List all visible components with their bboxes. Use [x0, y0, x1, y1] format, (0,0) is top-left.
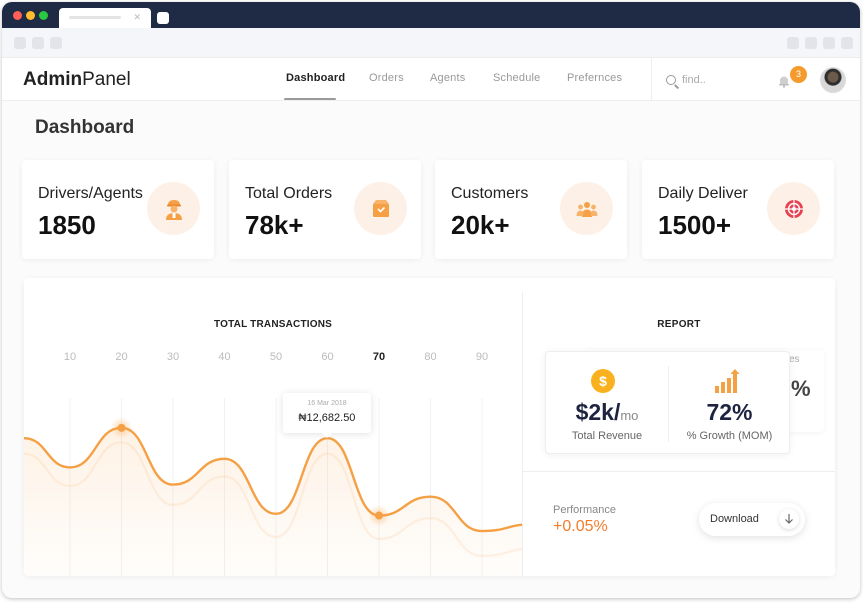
forward-button[interactable] [32, 37, 44, 49]
stat-value: 1500+ [658, 210, 732, 240]
stat-icon-wrap [147, 182, 200, 235]
brand-logo[interactable]: AdminPanel [23, 69, 131, 91]
driver-icon [166, 200, 182, 220]
page-title: Dashboard [35, 117, 135, 138]
stat-card-customers[interactable]: Customers 20k+ [435, 160, 627, 259]
browser-toolbar [2, 28, 860, 58]
report-card-divider [668, 366, 669, 442]
extension-button[interactable] [805, 37, 817, 49]
revenue-unit: mo [620, 408, 639, 423]
stat-card-deliveries[interactable]: Daily Deliver 1500+ [642, 160, 834, 259]
search-icon [666, 75, 676, 85]
header-divider [651, 58, 652, 101]
nav-schedule[interactable]: Schedule [493, 72, 541, 84]
brand-light: Panel [82, 69, 131, 90]
active-nav-indicator [284, 98, 336, 100]
x-tick-label: 10 [64, 351, 76, 363]
x-tick-label: 20 [115, 351, 127, 363]
performance-value: +0.05% [553, 518, 608, 535]
stat-value: 78k+ [245, 210, 304, 240]
stat-label: Drivers/Agents [38, 185, 143, 202]
nav-dashboard[interactable]: Dashboard [286, 72, 346, 84]
x-tick-label: 50 [270, 351, 282, 363]
stat-card-orders[interactable]: Total Orders 78k+ [229, 160, 421, 259]
hidden-report-value: % [791, 376, 811, 401]
download-label: Download [710, 513, 759, 525]
nav-orders[interactable]: Orders [369, 72, 404, 84]
tab-title-placeholder [69, 16, 121, 19]
revenue-label: Total Revenue [571, 430, 643, 442]
stat-icon-wrap [354, 182, 407, 235]
chart-title: TOTAL TRANSACTIONS [213, 319, 333, 330]
report-divider [523, 471, 835, 472]
box-icon [373, 200, 389, 217]
app-header: AdminPanel Dashboard Orders Agents Sched… [2, 58, 860, 101]
extension-button[interactable] [787, 37, 799, 49]
brand-bold: Admin [23, 69, 83, 90]
hidden-report-label: es [789, 354, 800, 365]
search-input[interactable] [682, 71, 762, 89]
analytics-panel: TOTAL TRANSACTIONS REPORT 10 20 30 40 50 60 70… [24, 278, 835, 576]
growth-value: 72% [706, 399, 753, 425]
stat-label: Daily Deliver [658, 185, 748, 202]
x-tick-label: 30 [167, 351, 179, 363]
revenue-value: $2k/mo [546, 399, 668, 426]
stat-label: Total Orders [245, 185, 333, 202]
stat-value: 20k+ [451, 210, 510, 240]
nav-agents[interactable]: Agents [430, 72, 466, 84]
minimize-window-button[interactable] [26, 11, 35, 20]
stat-icon-wrap [767, 182, 820, 235]
new-tab-button[interactable] [157, 12, 169, 24]
close-window-button[interactable] [13, 11, 22, 20]
report-card[interactable]: $ $2k/mo Total Revenue 72% % Growth (MOM… [545, 351, 790, 454]
stat-card-drivers[interactable]: Drivers/Agents 1850 [22, 160, 214, 259]
revenue-amount: $2k/ [575, 399, 621, 425]
close-tab-icon[interactable]: ✕ [133, 12, 141, 22]
chart-shadow-line [24, 441, 522, 558]
chart-line [24, 426, 522, 533]
x-tick-label: 60 [321, 351, 333, 363]
tooltip-date: 16 Mar 2018 [307, 400, 347, 407]
data-point[interactable] [375, 511, 383, 520]
performance-label: Performance [553, 504, 616, 516]
notification-badge[interactable]: 3 [790, 66, 807, 83]
stat-value: 1850 [38, 210, 96, 240]
avatar[interactable] [820, 67, 846, 93]
menu-button[interactable] [841, 37, 853, 49]
download-button[interactable]: Download [699, 503, 805, 536]
tooltip-value: ₦12,682.50 [298, 412, 356, 424]
x-tick-label: 40 [218, 351, 230, 363]
stat-icon-wrap [560, 182, 613, 235]
extension-button[interactable] [823, 37, 835, 49]
browser-tab[interactable]: ✕ [59, 8, 151, 28]
transactions-chart[interactable]: 102030405060708090100 [24, 338, 522, 576]
reload-button[interactable] [50, 37, 62, 49]
back-button[interactable] [14, 37, 26, 49]
download-arrow-icon [779, 509, 799, 529]
chart-tooltip: 16 Mar 2018 ₦12,682.50 [283, 393, 371, 438]
maximize-window-button[interactable] [39, 11, 48, 20]
bell-icon[interactable] [777, 74, 791, 88]
dollar-coin-icon: $ [591, 369, 615, 393]
x-tick-label: 80 [424, 351, 436, 363]
x-tick-label: 70 [373, 351, 385, 363]
growth-chart-icon [715, 369, 740, 393]
window-titlebar: ✕ [2, 2, 860, 28]
customers-icon [576, 202, 598, 217]
panel-divider [522, 292, 523, 576]
growth-label: % Growth (MOM) [686, 430, 773, 442]
x-tick-label: 90 [476, 351, 488, 363]
chart-area [24, 427, 522, 576]
report-title: REPORT [657, 319, 701, 330]
delivery-icon [785, 200, 803, 218]
nav-preferences[interactable]: Prefernces [567, 72, 623, 84]
data-point[interactable] [117, 423, 126, 432]
stat-label: Customers [451, 185, 529, 202]
